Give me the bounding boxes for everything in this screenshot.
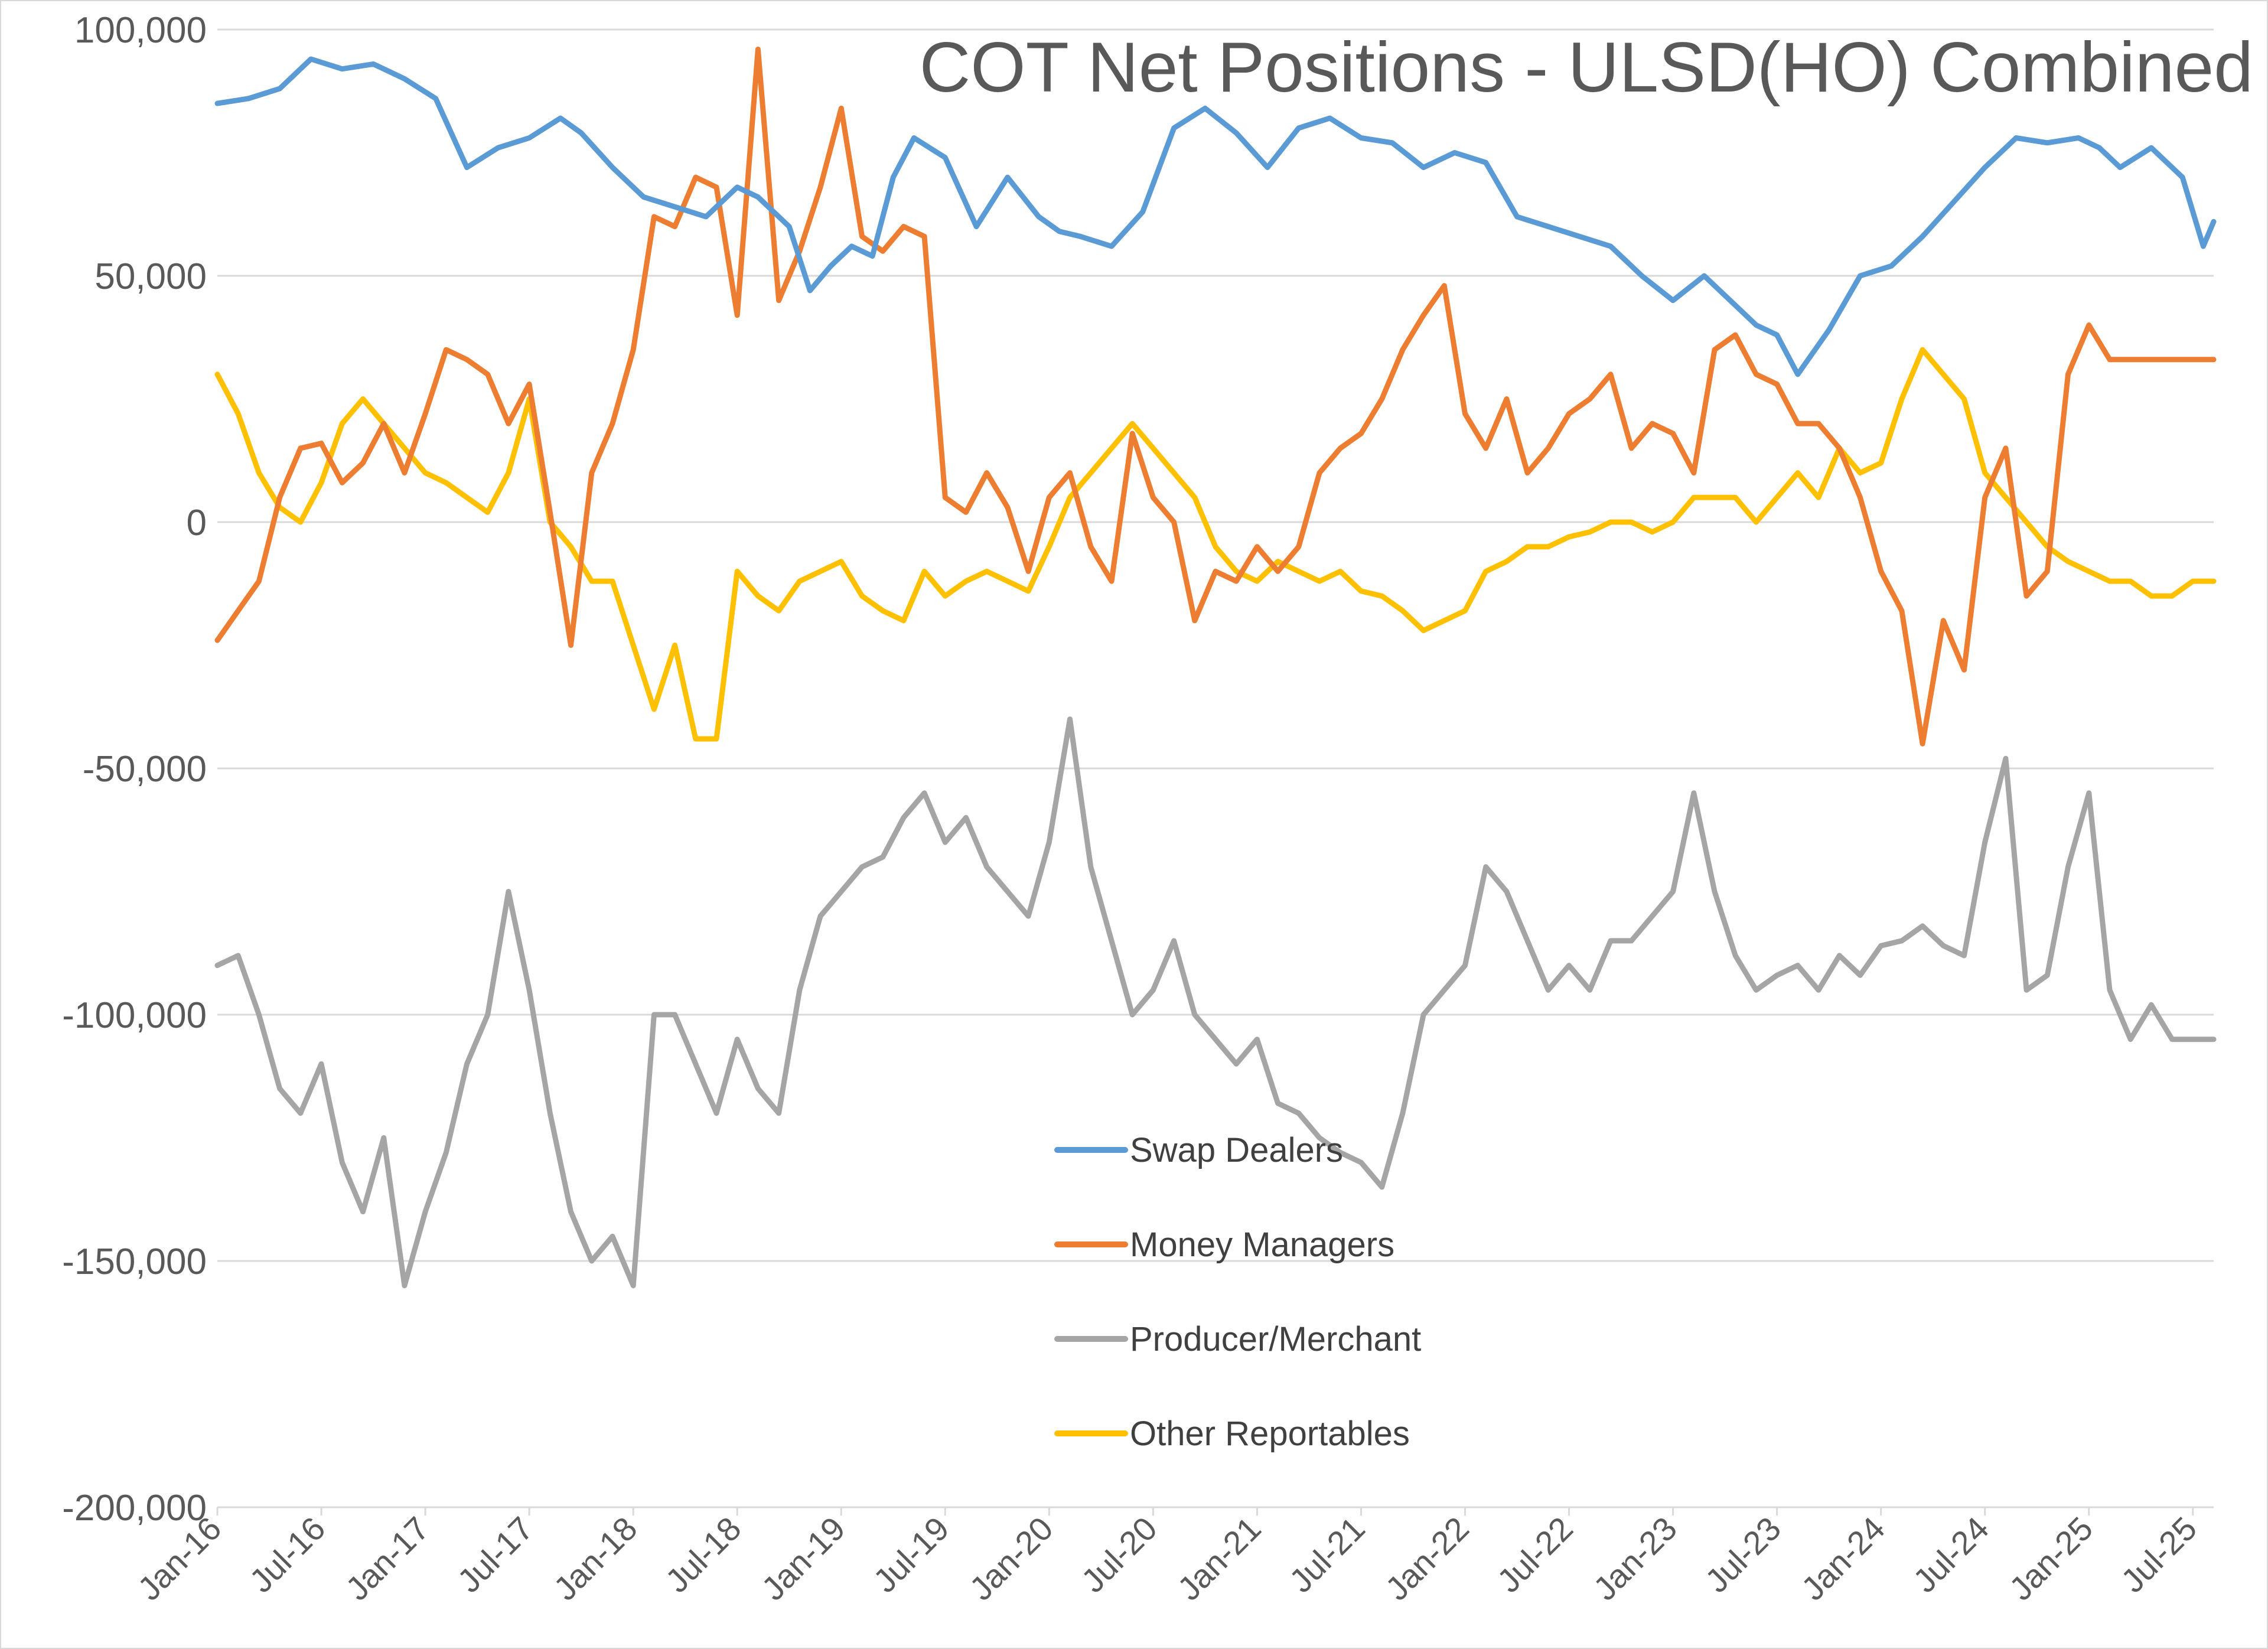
y-tick-label: 0 <box>187 503 207 543</box>
series-line-swap-dealers <box>214 56 2217 377</box>
y-tick-label: -50,000 <box>83 749 207 790</box>
legend-label: Money Managers <box>1130 1226 1394 1264</box>
y-tick-label: -150,000 <box>62 1241 207 1282</box>
series-line-producer-merchant <box>214 716 2217 1289</box>
legend-label: Swap Dealers <box>1130 1131 1343 1169</box>
y-tick-label: 100,000 <box>74 10 207 51</box>
y-axis-tick-labels: 100,000 50,000 0 -50,000 -100,000 -150,000 -20… <box>62 10 207 1529</box>
legend: Swap Dealers Money Managers Producer/Merch… <box>1054 1131 1421 1453</box>
series-line-money-managers <box>214 46 2217 747</box>
y-tick-label: 50,000 <box>94 256 207 297</box>
legend-label: Producer/Merchant <box>1130 1320 1421 1358</box>
legend-label: Other Reportables <box>1130 1415 1410 1453</box>
y-tick-label: -200,000 <box>62 1488 207 1529</box>
y-tick-label: -100,000 <box>62 995 207 1036</box>
series-lines <box>214 46 2217 1289</box>
chart-title: COT Net Positions - ULSD(HO) Combined <box>920 28 2253 107</box>
